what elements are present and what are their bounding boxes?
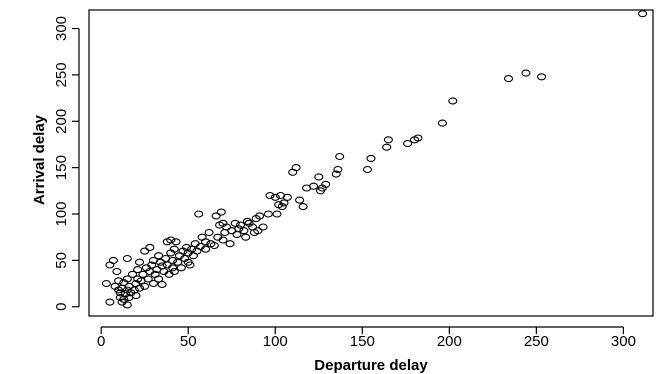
- data-point: [241, 233, 251, 241]
- data-point: [122, 301, 132, 309]
- data-point: [255, 212, 265, 220]
- data-point: [638, 10, 648, 18]
- plot-border: [88, 9, 654, 317]
- data-point: [242, 217, 252, 225]
- data-point: [122, 275, 132, 283]
- data-point: [218, 236, 228, 244]
- data-point: [171, 238, 181, 246]
- data-point: [216, 208, 226, 216]
- data-point: [503, 75, 514, 83]
- data-point: [333, 165, 343, 174]
- x-tick-label: 100: [263, 333, 288, 350]
- data-point: [169, 267, 179, 276]
- y-axis-label: Arrival delay: [31, 114, 48, 205]
- x-axis-label: Departure delay: [314, 357, 428, 374]
- x-tick-label: 50: [180, 333, 197, 350]
- data-point: [265, 191, 275, 200]
- plot-frame: [88, 9, 654, 317]
- data-point: [335, 152, 345, 161]
- data-point: [127, 270, 138, 278]
- data-point: [112, 267, 122, 276]
- data-point: [211, 212, 221, 220]
- data-point: [101, 279, 111, 288]
- data-point: [225, 240, 235, 248]
- y-axis: 0 50 100 150 200 250 300: [53, 16, 80, 311]
- data-point: [148, 279, 158, 288]
- data-point: [140, 282, 150, 290]
- data-point: [201, 245, 211, 253]
- data-point: [235, 221, 245, 229]
- data-point: [383, 136, 393, 144]
- data-point: [366, 154, 376, 162]
- y-tick-label: 300: [53, 16, 70, 41]
- data-point: [258, 223, 268, 231]
- data-point: [134, 284, 145, 292]
- x-tick-label: 200: [437, 333, 462, 350]
- y-tick-label: 0: [53, 303, 70, 311]
- data-point: [253, 227, 263, 235]
- data-point: [295, 196, 305, 204]
- data-point: [291, 164, 301, 172]
- data-point: [134, 258, 145, 266]
- data-point: [362, 165, 373, 174]
- data-point: [194, 210, 204, 218]
- data-point: [314, 173, 324, 181]
- data-point: [176, 264, 186, 272]
- y-tick-label: 250: [53, 62, 70, 87]
- data-point: [168, 256, 178, 264]
- data-point: [173, 258, 183, 266]
- data-point: [331, 170, 341, 178]
- data-point: [403, 139, 413, 148]
- data-point: [521, 69, 531, 77]
- data-point: [201, 238, 211, 246]
- data-point: [168, 264, 178, 272]
- data-point: [105, 298, 115, 306]
- x-tick-label: 0: [97, 333, 105, 350]
- x-axis: 0 50 100 150 200 250 300: [97, 326, 636, 350]
- data-points: [101, 10, 648, 309]
- x-tick-label: 250: [524, 333, 549, 350]
- data-point: [221, 223, 232, 231]
- data-point: [108, 256, 118, 264]
- data-point: [204, 228, 214, 237]
- data-point: [263, 210, 273, 218]
- data-point: [270, 193, 280, 201]
- data-point: [309, 182, 319, 190]
- data-point: [114, 277, 124, 285]
- data-point: [133, 266, 143, 274]
- data-point: [277, 203, 287, 211]
- data-point: [122, 254, 132, 263]
- y-tick-label: 200: [53, 109, 70, 134]
- data-point: [234, 225, 244, 233]
- x-tick-label: 150: [350, 333, 375, 350]
- data-point: [209, 241, 219, 250]
- data-point: [382, 143, 392, 151]
- data-point: [169, 245, 179, 253]
- data-point: [448, 97, 458, 105]
- data-point: [157, 280, 167, 289]
- data-point: [140, 247, 150, 255]
- data-point: [185, 261, 195, 269]
- y-tick-label: 150: [53, 155, 70, 180]
- data-point: [272, 210, 282, 218]
- data-point: [166, 236, 176, 244]
- data-point: [537, 73, 547, 81]
- data-point: [298, 203, 308, 211]
- data-point: [147, 261, 157, 269]
- data-point: [282, 193, 292, 201]
- data-point: [145, 243, 155, 251]
- data-point: [413, 134, 423, 142]
- data-point: [131, 292, 141, 300]
- y-tick-label: 100: [53, 201, 70, 226]
- data-point: [321, 180, 331, 188]
- x-tick-label: 300: [611, 333, 636, 350]
- data-point: [143, 275, 153, 283]
- data-point: [154, 275, 164, 283]
- data-point: [239, 227, 249, 235]
- y-tick-label: 50: [53, 252, 70, 269]
- data-point: [437, 119, 447, 127]
